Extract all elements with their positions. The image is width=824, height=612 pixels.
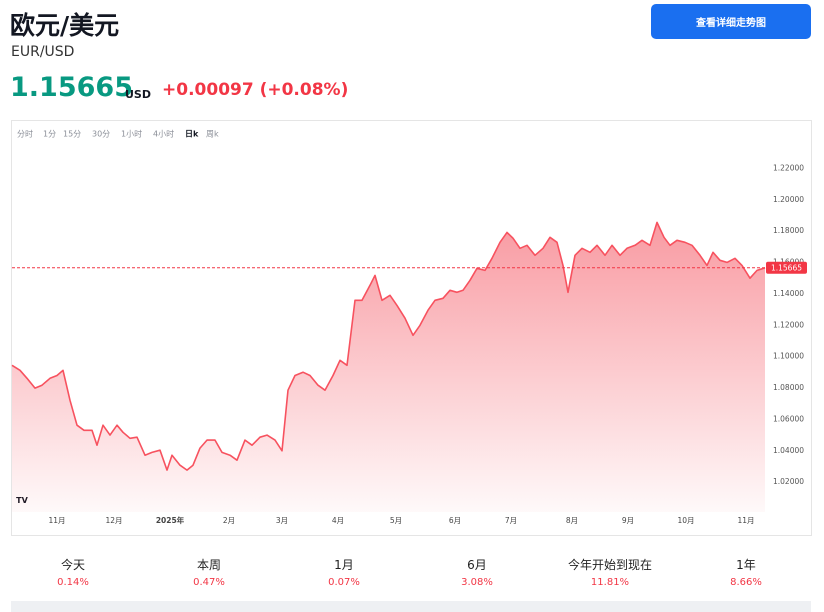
y-tick-label: 1.14000: [773, 289, 804, 298]
interval-tab[interactable]: 30分: [92, 130, 110, 139]
x-tick-label: 10月: [677, 516, 694, 525]
performance-value: 0.07%: [328, 577, 360, 588]
y-tick-label: 1.18000: [773, 226, 804, 235]
performance-value: 3.08%: [461, 577, 493, 588]
performance-period: 1月: [334, 558, 354, 572]
area-fill: [12, 222, 765, 512]
x-tick-label: 3月: [276, 516, 288, 525]
x-tick-label: 4月: [332, 516, 344, 525]
x-tick-label: 11月: [737, 516, 754, 525]
performance-value: 11.81%: [590, 577, 630, 588]
performance-item: 今天 0.14%: [8, 556, 138, 588]
performance-period: 6月: [467, 558, 487, 572]
x-tick-label: 2月: [223, 516, 235, 525]
current-price-box: [766, 261, 807, 274]
y-tick-label: 1.04000: [773, 446, 804, 455]
x-tick-label: 9月: [622, 516, 634, 525]
price-change: +0.00097 (+0.08%): [162, 80, 349, 100]
performance-item: 今年开始到现在 11.81%: [545, 556, 675, 588]
performance-period: 今天: [60, 558, 85, 572]
title: 欧元/美元: [10, 11, 120, 40]
x-tick-label: 6月: [449, 516, 461, 525]
performance-item: 本周 0.47%: [144, 556, 274, 588]
interval-tab[interactable]: 周k: [206, 130, 219, 139]
interval-tab[interactable]: 1小时: [121, 129, 142, 139]
interval-tab[interactable]: 4小时: [153, 129, 174, 139]
interval-tab[interactable]: 15分: [63, 130, 81, 139]
x-tick-label: 8月: [566, 516, 578, 525]
performance-period: 1年: [736, 558, 756, 572]
y-tick-label: 1.12000: [773, 320, 804, 329]
x-tick-label: 5月: [390, 516, 402, 525]
performance-item: 1年 8.66%: [681, 556, 811, 588]
interval-tab[interactable]: 日k: [185, 130, 199, 139]
performance-value: 8.66%: [730, 577, 762, 588]
symbol: EUR/USD: [11, 44, 75, 60]
performance-item: 6月 3.08%: [412, 556, 542, 588]
performance-value: 0.14%: [57, 577, 89, 588]
y-tick-label: 1.02000: [773, 477, 804, 486]
chart-frame: [11, 120, 812, 536]
detail-button[interactable]: 查看详细走势图: [651, 4, 811, 39]
performance-item: 1月 0.07%: [279, 556, 409, 588]
x-tick-label: 7月: [505, 516, 517, 525]
x-tick-label: 12月: [105, 516, 122, 525]
current-price-label: 1.15665: [771, 263, 802, 272]
performance-period: 本周: [196, 558, 221, 572]
price-line: [11, 221, 766, 471]
x-tick-label: 2025年: [156, 515, 185, 525]
y-tick-label: 1.08000: [773, 383, 804, 392]
performance-period: 今年开始到现在: [567, 558, 652, 572]
currency: USD: [125, 88, 151, 101]
performance-value: 0.47%: [193, 577, 225, 588]
interval-tab[interactable]: 分时: [17, 129, 33, 139]
x-tick-label: 11月: [48, 516, 65, 525]
y-tick-label: 1.22000: [773, 163, 804, 172]
y-tick-label: 1.20000: [773, 195, 804, 204]
interval-tab[interactable]: 1分: [43, 130, 56, 139]
scroll-bar: [11, 601, 811, 612]
y-tick-label: 1.06000: [773, 414, 804, 423]
y-tick-label: 1.10000: [773, 352, 804, 361]
price: 1.15665: [10, 72, 133, 103]
